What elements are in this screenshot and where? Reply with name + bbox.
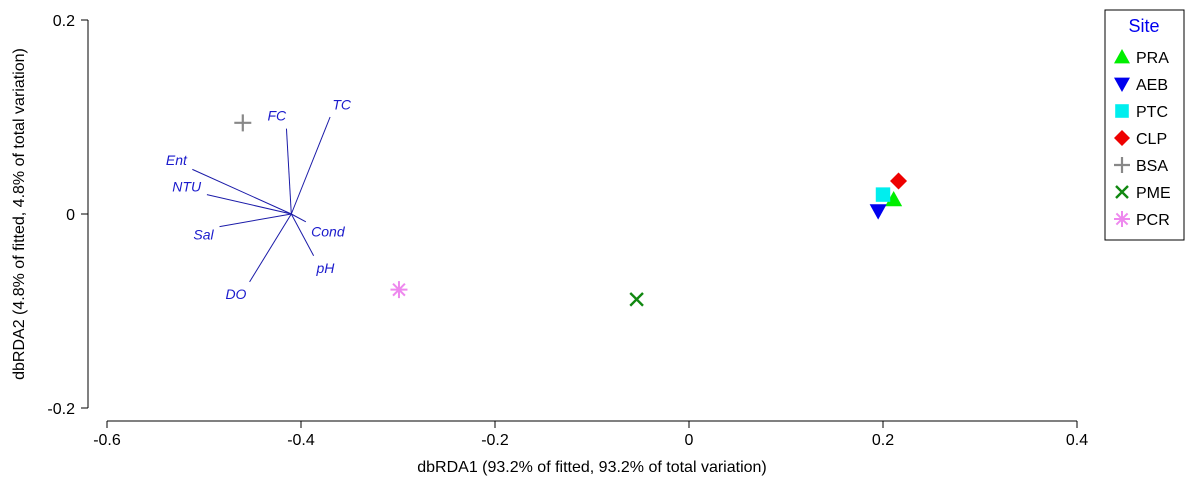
y-ticks: -0.2 0 0.2 — [47, 13, 88, 418]
legend-title: Site — [1128, 16, 1159, 36]
vector-ph — [290, 213, 315, 256]
vector-label-ph: pH — [315, 260, 335, 276]
vector-ent — [192, 168, 292, 215]
vector-label-ntu: NTU — [172, 178, 202, 194]
x-ticks: -0.6 -0.4 -0.2 0 0.2 0.4 — [93, 421, 1088, 449]
vector-label-sal: Sal — [193, 227, 214, 243]
vector-tc — [290, 116, 331, 215]
vector-ntu — [206, 194, 292, 215]
point-ptc — [875, 187, 891, 202]
x-tick-label: -0.6 — [93, 432, 121, 449]
legend-label-ptc: PTC — [1136, 104, 1168, 121]
vector-sal — [219, 213, 292, 228]
vector-cond — [291, 213, 307, 223]
point-clp — [890, 172, 908, 190]
point-pra — [885, 190, 903, 207]
point-aeb — [869, 204, 887, 220]
legend-marker-pra — [1114, 49, 1130, 64]
x-tick-label: 0.4 — [1066, 432, 1088, 449]
legend-marker-pme — [1115, 185, 1129, 199]
vector-label-do: DO — [225, 286, 246, 302]
x-tick-label: -0.2 — [481, 432, 509, 449]
vector-overlay: TC FC Ent NTU Sal DO pH Cond — [166, 96, 352, 302]
point-bsa — [234, 114, 252, 132]
legend: Site PRA AEB PTC CLP BSA PME PCR — [1104, 9, 1185, 241]
vector-label-cond: Cond — [311, 224, 346, 240]
vector-fc — [285, 128, 292, 215]
y-tick-label: -0.2 — [47, 401, 75, 418]
legend-marker-clp — [1114, 130, 1130, 146]
legend-marker-bsa — [1114, 157, 1130, 173]
x-tick-label: 0 — [685, 432, 694, 449]
legend-marker-pcr — [1114, 211, 1130, 227]
legend-items: PRA AEB PTC CLP BSA PME PCR — [1114, 49, 1171, 229]
point-pcr — [390, 281, 408, 299]
vector-label-tc: TC — [332, 96, 352, 112]
y-axis-title: dbRDA2 (4.8% of fitted, 4.8% of total va… — [11, 48, 28, 380]
legend-marker-ptc — [1115, 104, 1129, 118]
legend-label-pra: PRA — [1136, 50, 1169, 67]
legend-label-pcr: PCR — [1136, 212, 1170, 229]
vector-do — [249, 213, 292, 283]
legend-marker-aeb — [1114, 77, 1130, 92]
data-points — [234, 114, 908, 307]
legend-label-bsa: BSA — [1136, 158, 1168, 175]
y-tick-label: 0 — [66, 207, 75, 224]
vector-label-fc: FC — [267, 108, 287, 124]
legend-label-aeb: AEB — [1136, 77, 1168, 94]
legend-label-pme: PME — [1136, 185, 1171, 202]
x-tick-label: 0.2 — [872, 432, 894, 449]
axes — [87, 20, 1077, 422]
legend-label-clp: CLP — [1136, 131, 1167, 148]
point-pme — [629, 292, 644, 307]
x-axis-title: dbRDA1 (93.2% of fitted, 93.2% of total … — [417, 459, 767, 476]
x-tick-label: -0.4 — [287, 432, 315, 449]
legend-box — [1104, 9, 1185, 241]
y-tick-label: 0.2 — [53, 13, 75, 30]
vector-label-ent: Ent — [166, 152, 188, 168]
